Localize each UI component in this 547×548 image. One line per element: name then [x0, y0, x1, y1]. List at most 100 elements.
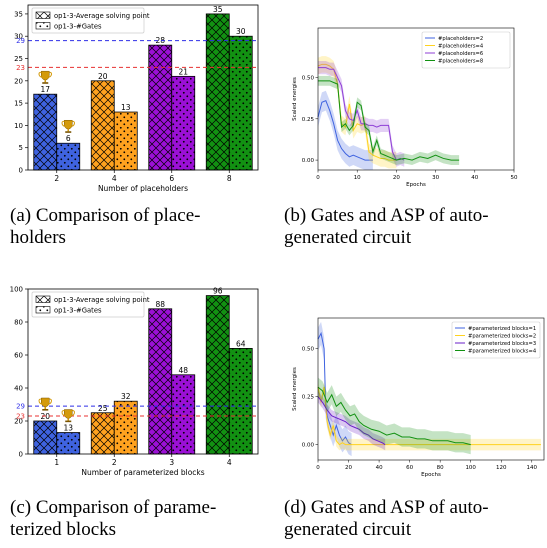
- x-tick-label: 100: [465, 465, 476, 471]
- x-tick-label: 2: [54, 174, 59, 183]
- bar-value-label: 30: [236, 27, 246, 36]
- bar-value-label: 28: [155, 36, 165, 45]
- bar-hatch: [206, 295, 230, 454]
- legend-swatch-hatch: [36, 22, 50, 29]
- bar-hatch: [56, 432, 80, 454]
- legend-label: op1-3-#Gates: [54, 23, 102, 31]
- legend-label: #placeholders=4: [438, 44, 484, 50]
- y-tick-label: 0: [19, 167, 23, 175]
- y-tick-label: 0.50: [302, 76, 315, 82]
- x-tick-label: 60: [406, 465, 413, 471]
- bar-hatch: [33, 94, 57, 170]
- legend: [31, 291, 145, 318]
- legend: [421, 31, 511, 69]
- legend-label: #placeholders=6: [438, 51, 483, 57]
- reference-line-label: 23: [16, 64, 25, 72]
- x-tick-label: 40: [471, 175, 478, 181]
- x-tick-label: 2: [112, 458, 117, 467]
- axes-frame: [317, 27, 515, 171]
- x-tick-label: 6: [169, 174, 174, 183]
- bar-value-label: 6: [66, 134, 71, 143]
- legend-label: #placeholders=8: [438, 59, 483, 65]
- legend-label: #parameterized blocks=1: [468, 326, 536, 332]
- caption-d: (d) Gates and ASP of auto- generated cir…: [284, 497, 546, 541]
- bar-hatch: [206, 13, 230, 171]
- series-line-1: [317, 99, 373, 161]
- bar-hatch: [171, 374, 195, 454]
- y-tick-label: 0.25: [302, 395, 315, 401]
- caption-b-line-1: (b) Gates and ASP of auto-: [284, 205, 489, 226]
- legend-label: #placeholders=2: [438, 36, 483, 42]
- bar-hatch: [148, 308, 172, 454]
- series-band-4: [318, 377, 471, 455]
- x-tick-label: 80: [437, 465, 444, 471]
- x-tick-label: 120: [496, 465, 507, 471]
- caption-a: (a) Comparison of place- holders: [10, 205, 270, 249]
- y-tick-label: 0.00: [302, 158, 315, 164]
- bar-value-label: 21: [178, 67, 188, 76]
- axes-frame: [27, 288, 259, 455]
- bar-hatch: [33, 421, 57, 454]
- bar-value-label: 48: [178, 366, 188, 375]
- bar-value-label: 96: [213, 287, 223, 296]
- legend-swatch-hatch: [36, 306, 50, 313]
- series-band-3: [318, 61, 405, 167]
- bar-value-label: 35: [213, 5, 223, 14]
- x-tick-label: 0: [316, 465, 320, 471]
- trophy-icon: [61, 119, 75, 133]
- y-tick-label: 80: [14, 319, 23, 327]
- y-axis-label: Scaled energies: [292, 77, 298, 121]
- y-tick-label: 0.00: [302, 443, 315, 449]
- series-band-4: [318, 75, 460, 166]
- bar-hatch: [229, 36, 253, 170]
- y-tick-label: 35: [14, 10, 23, 18]
- trophy-icon: [38, 70, 52, 84]
- caption-d-line-2: generated circuit: [284, 519, 412, 540]
- x-tick-label: 3: [169, 458, 174, 467]
- bar-hatch: [114, 112, 138, 170]
- reference-line-label: 23: [16, 413, 25, 421]
- bar-hatch: [229, 348, 253, 454]
- caption-b: (b) Gates and ASP of auto- generated cir…: [284, 205, 546, 249]
- bar-hatch: [171, 76, 195, 170]
- x-tick-label: 20: [393, 175, 400, 181]
- y-tick-label: 25: [14, 55, 23, 63]
- bar-value-label: 13: [121, 103, 131, 112]
- x-tick-label: 140: [527, 465, 538, 471]
- x-tick-label: 8: [227, 174, 232, 183]
- bar-hatch: [114, 401, 138, 454]
- x-tick-label: 4: [227, 458, 232, 467]
- x-tick-label: 4: [112, 174, 117, 183]
- series-line-3: [318, 67, 405, 161]
- x-axis-label: Number of parameterized blocks: [81, 468, 204, 477]
- x-axis-label: Number of placeholders: [98, 184, 188, 193]
- series-band-1: [318, 321, 352, 457]
- caption-c-line-1: (c) Comparison of parame-: [10, 497, 217, 518]
- x-tick-label: 1: [54, 458, 59, 467]
- legend-label: #parameterized blocks=3: [468, 341, 536, 347]
- caption-a-line-1: (a) Comparison of place-: [10, 205, 201, 226]
- bar-value-label: 88: [155, 300, 165, 309]
- parameterized-blocks-energy-line-chart: 0 20 40 60 80 100 120 140 0.00 0.25 0.50 Epochs Scal…: [292, 317, 545, 478]
- caption-c-line-2: terized blocks: [10, 519, 117, 540]
- bar-hatch: [148, 45, 172, 171]
- x-axis-label: Epochs: [421, 472, 441, 478]
- trophy-icon: [38, 397, 52, 411]
- placeholders-energy-line-chart: 0 10 20 30 40 50 0.00 0.25 0.50 Epochs Scaled ener…: [292, 27, 518, 188]
- axes-frame: [27, 4, 259, 171]
- y-tick-label: 20: [14, 418, 23, 426]
- y-axis-label: Scaled energies: [292, 367, 298, 411]
- bar-hatch: [56, 143, 80, 170]
- caption-d-line-1: (d) Gates and ASP of auto-: [284, 497, 489, 518]
- legend-swatch-hatch: [36, 296, 50, 303]
- reference-line-label: 29: [16, 403, 25, 411]
- series-line-1: [317, 331, 352, 446]
- x-tick-label: 30: [432, 175, 439, 181]
- x-tick-label: 20: [345, 465, 352, 471]
- bar-value-label: 17: [40, 85, 50, 94]
- series-line-4: [318, 80, 460, 161]
- bar-value-label: 13: [63, 424, 73, 433]
- trophy-icon: [61, 409, 75, 423]
- caption-c: (c) Comparison of parame- terized blocks: [10, 497, 270, 541]
